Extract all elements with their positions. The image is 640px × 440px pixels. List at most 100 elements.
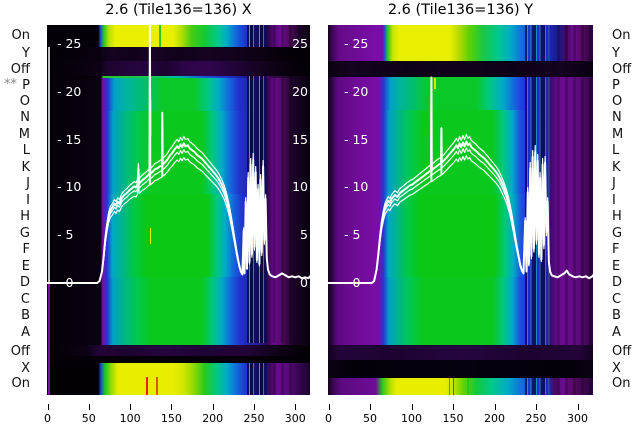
y-tick-label-left-25: - 25 <box>344 36 369 51</box>
mark-green-dash <box>467 378 469 395</box>
x-tick-label-x-panel-50: 50 <box>81 412 96 425</box>
row-label-right-i-10: I <box>612 192 616 208</box>
x-tick-mark-x-panel-0 <box>47 404 49 410</box>
y-tick-label-left-20: - 20 <box>57 83 82 99</box>
signal-traces <box>47 25 310 284</box>
row-label-left-on-0: On <box>11 28 30 43</box>
x-tick-mark-x-panel-100 <box>130 404 132 410</box>
x-tick-mark-y-panel-50 <box>370 404 371 410</box>
x-tick-mark-y-panel-0 <box>328 404 330 410</box>
row-label-left-j-9: J <box>26 176 30 191</box>
y-tick-label-left-10: - 10 <box>57 179 82 195</box>
x-tick-label-y-panel-250: 250 <box>525 412 547 425</box>
texture-overlay-2 <box>551 378 593 395</box>
heatmap-band-x-row <box>328 360 593 377</box>
trace-line-3 <box>328 76 593 284</box>
heatmap-band-blob-top-edge <box>47 76 310 78</box>
row-marker-asterisks: ** <box>4 76 17 92</box>
y-tick-label-right-25: 25 <box>292 36 308 51</box>
y-tick-label-left-15: - 15 <box>344 131 369 147</box>
row-label-right-n-5: N <box>612 110 622 125</box>
y-tick-label-left-25: - 25 <box>57 36 82 51</box>
x-tick-label-y-panel-0: 0 <box>325 412 332 425</box>
x-tick-mark-y-panel-150 <box>453 404 454 410</box>
heatmap-band-off-row <box>47 61 310 76</box>
signal-traces <box>328 76 593 284</box>
row-label-left-g-12: G <box>19 225 30 241</box>
row-label-right-x-20: X <box>612 361 621 376</box>
row-label-right-e-14: E <box>612 258 621 274</box>
mark-red-dash <box>452 378 454 395</box>
mark-green-dash-top <box>159 25 161 47</box>
row-label-right-b-17: B <box>612 308 621 323</box>
stripe-overlay-2 <box>246 363 267 395</box>
row-label-left-x-20: X <box>21 361 30 376</box>
row-label-left-h-11: H <box>20 209 30 224</box>
stripe-overlay-0 <box>246 25 267 47</box>
stripe-overlay-2 <box>524 378 551 395</box>
y-tick-label-right-10: 10 <box>292 179 308 195</box>
row-label-left-f-13: F <box>22 242 30 257</box>
row-label-left-off-19: Off <box>10 344 30 359</box>
heatmap-band-off-bottom-row <box>328 345 593 360</box>
mark-red-dash <box>146 377 148 395</box>
row-label-left-on-21: On <box>11 376 30 391</box>
row-label-right-f-13: F <box>612 242 620 257</box>
heatmap-band-off-row <box>328 61 593 77</box>
x-tick-mark-y-panel-250 <box>536 404 537 410</box>
mark-yellow-dash <box>434 78 436 89</box>
mark-edge-line-gray <box>48 47 50 283</box>
row-label-left-i-10: I <box>26 192 30 208</box>
heatmap-panel-x: - 25 25 - 20 20 - 15 15 - 10 10 - 5 5 - 0 0 <box>47 25 310 395</box>
x-tick-label-y-panel-50: 50 <box>363 412 377 425</box>
mark-orange-dash <box>448 378 450 395</box>
y-tick-label-right-0: 0 <box>300 275 308 290</box>
y-tick-label-left-10: - 10 <box>344 179 369 195</box>
x-tick-label-x-panel-250: 250 <box>243 412 265 425</box>
row-label-right-d-15: D <box>612 275 623 290</box>
y-tick-label-left-5: - 5 <box>344 227 361 243</box>
x-tick-mark-y-panel-200 <box>494 404 496 410</box>
x-tick-label-x-panel-100: 100 <box>119 412 141 425</box>
row-label-right-g-12: G <box>612 225 623 241</box>
row-label-right-on-0: On <box>612 28 631 43</box>
y-tick-label-right-20: 20 <box>292 83 308 99</box>
texture-overlay-1 <box>551 77 593 345</box>
row-label-right-m-6: M <box>612 126 624 142</box>
x-tick-mark-x-panel-150 <box>171 404 173 410</box>
x-tick-mark-x-panel-250 <box>254 404 255 410</box>
row-label-left-p-3: P <box>22 77 30 93</box>
trace-line-2 <box>47 25 310 284</box>
y-tick-label-right-5: 5 <box>300 227 308 243</box>
row-label-left-m-6: M <box>18 126 30 142</box>
row-label-right-c-16: C <box>612 291 622 307</box>
heatmap-band-on-top-band <box>47 25 310 47</box>
row-label-left-off-2: Off <box>10 61 30 77</box>
x-tick-label-x-panel-200: 200 <box>202 412 224 425</box>
x-tick-label-x-panel-300: 300 <box>284 412 306 425</box>
row-label-left-d-15: D <box>19 275 30 290</box>
y-tick-label-left-0: - 0 <box>344 275 361 290</box>
trace-line-3 <box>47 25 310 284</box>
x-tick-mark-x-panel-50 <box>88 404 90 410</box>
texture-overlay-0 <box>267 25 292 47</box>
row-label-right-p-3: P <box>612 77 620 93</box>
stripe-overlay-0 <box>524 25 551 61</box>
row-label-right-a-18: A <box>612 324 621 340</box>
row-label-left-y-1: Y <box>22 45 30 61</box>
row-label-right-off-19: Off <box>612 344 632 359</box>
row-label-left-n-5: N <box>20 110 30 125</box>
heatmap-band-off-bottom-row <box>47 345 310 356</box>
x-tick-mark-x-panel-200 <box>212 404 214 410</box>
row-label-right-on-21: On <box>612 376 631 391</box>
row-label-left-l-7: L <box>22 143 30 158</box>
row-label-right-h-11: H <box>612 209 622 224</box>
y-tick-label-left-15: - 15 <box>57 131 82 147</box>
x-tick-mark-y-panel-100 <box>411 404 413 410</box>
mark-yellow-dash <box>149 228 152 244</box>
x-tick-label-y-panel-100: 100 <box>401 412 422 425</box>
left-panel-title: 2.6 (Tile136=136) X <box>105 2 252 18</box>
x-tick-label-y-panel-300: 300 <box>567 412 588 425</box>
row-label-left-k-8: K <box>21 159 30 175</box>
